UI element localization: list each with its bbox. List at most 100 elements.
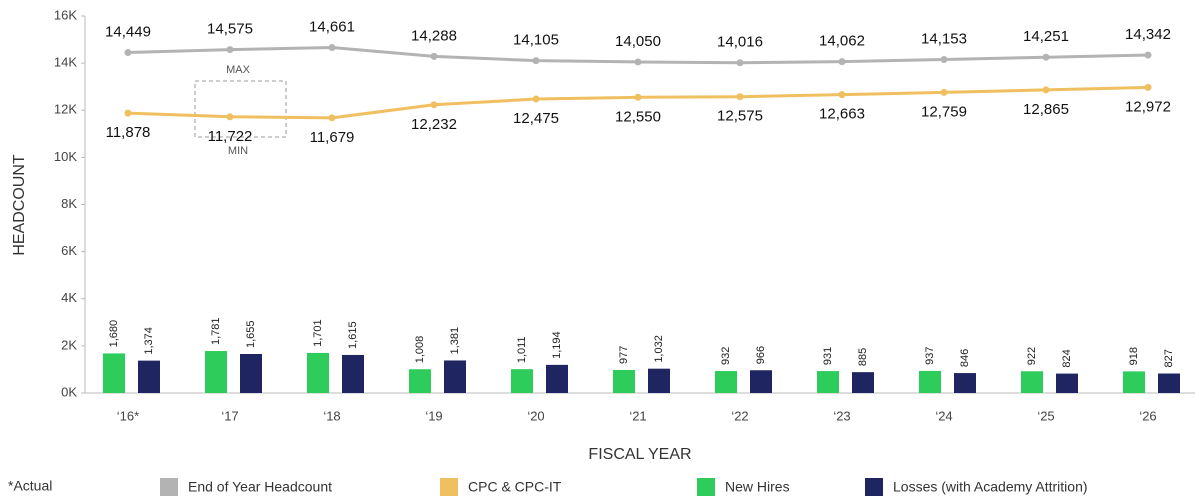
bar-value-label: 918: [1128, 347, 1140, 365]
line-point: [634, 58, 642, 66]
bar-value-label: 885: [857, 348, 869, 366]
bar: [613, 369, 635, 393]
bar: [342, 354, 364, 393]
bar: [648, 368, 670, 393]
bar-value-label: 1,781: [210, 318, 222, 346]
bar-value-label: 827: [1163, 349, 1175, 367]
y-tick-label: 12K: [54, 102, 77, 117]
line-point: [532, 57, 540, 65]
y-tick-label: 2K: [61, 337, 77, 352]
line-point: [736, 59, 744, 67]
line-value-label: 12,972: [1125, 98, 1171, 115]
line-value-label: 12,663: [819, 106, 865, 123]
footnote: *Actual: [8, 478, 52, 494]
line-point: [226, 113, 234, 121]
line-value-label: 14,050: [615, 33, 661, 50]
bar: [240, 354, 262, 393]
line-value-label: 14,016: [717, 34, 763, 51]
x-tick-label: ‘20: [527, 408, 544, 423]
y-axis-title: HEADCOUNT: [11, 154, 28, 256]
line-value-label: 12,232: [411, 116, 457, 133]
y-tick-label: 6K: [61, 243, 77, 258]
legend-label: CPC & CPC-IT: [468, 479, 562, 495]
range-box: [194, 80, 287, 138]
y-tick-label: 14K: [54, 55, 77, 70]
bar: [307, 352, 329, 393]
bar-value-label: 1,032: [653, 335, 665, 363]
line-value-label: 14,105: [513, 32, 559, 49]
legend-swatch: [697, 478, 715, 496]
legend-swatch: [865, 478, 883, 496]
legend-label: New Hires: [725, 479, 790, 495]
line-value-label: 12,759: [921, 103, 967, 120]
line-value-label: 12,865: [1023, 101, 1069, 118]
y-tick-label: 16K: [54, 7, 77, 22]
bar-value-label: 931: [822, 347, 834, 365]
bar: [919, 370, 941, 393]
line-point: [430, 52, 438, 60]
bar-value-label: 932: [720, 347, 732, 365]
y-tick-label: 0K: [61, 384, 77, 399]
bar: [1158, 373, 1180, 393]
y-tick-label: 10K: [54, 149, 77, 164]
x-tick-label: ‘24: [935, 408, 952, 423]
line-point: [736, 93, 744, 101]
line-point: [226, 46, 234, 54]
bar: [409, 369, 431, 393]
line-value-label: 11,878: [106, 124, 151, 141]
bar: [138, 360, 160, 393]
bar: [715, 371, 737, 393]
x-tick-label: ‘23: [833, 408, 850, 423]
line-value-label: 14,062: [819, 33, 865, 50]
line-point: [430, 101, 438, 109]
x-tick-label: ‘22: [731, 408, 748, 423]
bar: [444, 360, 466, 393]
line-value-label: 12,550: [615, 108, 661, 125]
line-value-label: 14,575: [207, 21, 253, 38]
line-point: [940, 56, 948, 64]
line-point: [838, 91, 846, 99]
x-tick-label: ‘19: [425, 408, 442, 423]
bar-value-label: 1,374: [143, 327, 155, 355]
bar-value-label: 1,701: [312, 319, 324, 347]
line-point: [1042, 86, 1050, 94]
line-point: [634, 93, 642, 101]
bar-value-label: 1,011: [516, 336, 528, 363]
line-value-label: 14,153: [921, 30, 967, 47]
bar: [1056, 373, 1078, 393]
line-point: [1042, 53, 1050, 61]
line-point: [1144, 83, 1152, 91]
legend-label: Losses (with Academy Attrition): [893, 479, 1088, 495]
bar: [511, 369, 533, 393]
bar-value-label: 937: [924, 347, 936, 365]
x-axis-title: FISCAL YEAR: [588, 446, 691, 463]
bar-value-label: 1,381: [449, 327, 461, 355]
x-tick-label: ‘26: [1139, 408, 1156, 423]
bar: [1123, 371, 1145, 393]
min-annotation: MIN: [228, 145, 248, 157]
x-tick-label: ‘21: [629, 408, 646, 423]
x-tick-label: ‘18: [323, 408, 340, 423]
line-value-label: 14,449: [105, 24, 151, 41]
x-tick-label: ‘16*: [117, 408, 139, 423]
line-point: [1144, 51, 1152, 59]
y-tick-label: 8K: [61, 196, 77, 211]
bar-value-label: 1,680: [108, 320, 120, 348]
line-value-label: 11,722: [208, 128, 253, 145]
line-value-label: 14,342: [1125, 26, 1171, 43]
bar-value-label: 846: [959, 349, 971, 367]
line-point: [532, 95, 540, 103]
bar-value-label: 977: [618, 346, 630, 364]
line-value-label: 14,288: [411, 27, 457, 44]
x-tick-label: ‘17: [221, 408, 238, 423]
bar: [103, 353, 125, 393]
bar-value-label: 1,655: [245, 320, 257, 348]
bar-value-label: 1,194: [551, 331, 563, 359]
y-tick-label: 4K: [61, 290, 77, 305]
bar-value-label: 1,008: [414, 336, 426, 364]
line-value-label: 14,251: [1023, 28, 1069, 45]
line-value-label: 11,679: [310, 129, 355, 146]
bar: [750, 370, 772, 393]
line-value-label: 12,575: [717, 108, 763, 125]
